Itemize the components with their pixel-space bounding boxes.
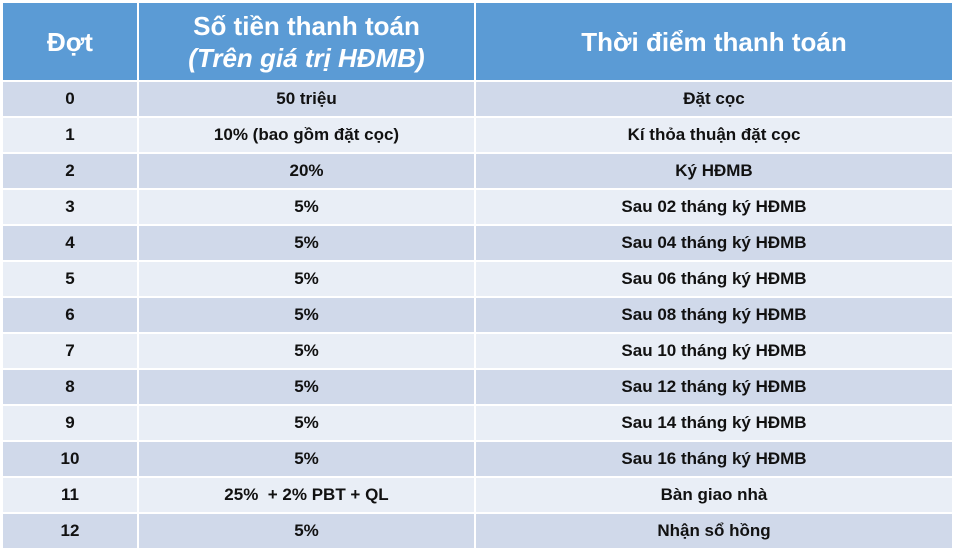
- table-cell: Sau 14 tháng ký HĐMB: [476, 406, 952, 440]
- table-row: 10 5% Sau 16 tháng ký HĐMB: [3, 442, 952, 476]
- table-cell: 11: [3, 478, 137, 512]
- table-cell: 5%: [139, 298, 474, 332]
- table-row: 11 25% + 2% PBT + QL Bàn giao nhà: [3, 478, 952, 512]
- table-cell: 0: [3, 82, 137, 116]
- table-cell: 5%: [139, 406, 474, 440]
- table-cell: Sau 10 tháng ký HĐMB: [476, 334, 952, 368]
- header-cell: Thời điểm thanh toán: [476, 3, 952, 80]
- table-cell: 12: [3, 514, 137, 548]
- header-cell: Đợt: [3, 3, 137, 80]
- table-row: 5 5% Sau 06 tháng ký HĐMB: [3, 262, 952, 296]
- table-row: 7 5% Sau 10 tháng ký HĐMB: [3, 334, 952, 368]
- table-cell: Sau 08 tháng ký HĐMB: [476, 298, 952, 332]
- table-cell: Bàn giao nhà: [476, 478, 952, 512]
- header-text: Đợt: [47, 26, 93, 57]
- table-cell: 10: [3, 442, 137, 476]
- table-cell: Kí thỏa thuận đặt cọc: [476, 118, 952, 152]
- header-text: Thời điểm thanh toán: [581, 26, 847, 57]
- table-row: 4 5% Sau 04 tháng ký HĐMB: [3, 226, 952, 260]
- table-cell: 5%: [139, 370, 474, 404]
- table-cell: Nhận sổ hồng: [476, 514, 952, 548]
- table-cell: 25% + 2% PBT + QL: [139, 478, 474, 512]
- table-cell: 10% (bao gồm đặt cọc): [139, 118, 474, 152]
- table-cell: Sau 02 tháng ký HĐMB: [476, 190, 952, 224]
- table-cell: 9: [3, 406, 137, 440]
- table-cell: 6: [3, 298, 137, 332]
- header-row: Đợt Số tiền thanh toán (Trên giá trị HĐMB…: [3, 3, 952, 80]
- table-row: 3 5% Sau 02 tháng ký HĐMB: [3, 190, 952, 224]
- table-cell: 5%: [139, 442, 474, 476]
- table-cell: Sau 12 tháng ký HĐMB: [476, 370, 952, 404]
- header-cell: Số tiền thanh toán (Trên giá trị HĐMB): [139, 3, 474, 80]
- table-cell: 50 triệu: [139, 82, 474, 116]
- table-cell: 2: [3, 154, 137, 188]
- table-row: 8 5% Sau 12 tháng ký HĐMB: [3, 370, 952, 404]
- table-row: 2 20% Ký HĐMB: [3, 154, 952, 188]
- table-cell: 5%: [139, 226, 474, 260]
- table-row: 0 50 triệu Đặt cọc: [3, 82, 952, 116]
- table-cell: 20%: [139, 154, 474, 188]
- table-cell: 3: [3, 190, 137, 224]
- header-text: Số tiền thanh toán: [193, 10, 420, 41]
- table-cell: Ký HĐMB: [476, 154, 952, 188]
- table-cell: Sau 04 tháng ký HĐMB: [476, 226, 952, 260]
- table-cell: 5%: [139, 262, 474, 296]
- table-cell: 5%: [139, 190, 474, 224]
- table-cell: 8: [3, 370, 137, 404]
- table-cell: 7: [3, 334, 137, 368]
- table-header: Đợt Số tiền thanh toán (Trên giá trị HĐMB…: [3, 3, 952, 80]
- header-note: (Trên giá trị HĐMB): [188, 42, 425, 73]
- table-cell: 5%: [139, 334, 474, 368]
- table-row: 1 10% (bao gồm đặt cọc) Kí thỏa thuận đặt …: [3, 118, 952, 152]
- table-body: 0 50 triệu Đặt cọc 1 10% (bao gồm đặt cọc) Kí…: [3, 82, 952, 548]
- table-cell: Sau 16 tháng ký HĐMB: [476, 442, 952, 476]
- table-cell: 4: [3, 226, 137, 260]
- table-row: 9 5% Sau 14 tháng ký HĐMB: [3, 406, 952, 440]
- table-cell: 5%: [139, 514, 474, 548]
- table-cell: Sau 06 tháng ký HĐMB: [476, 262, 952, 296]
- table-row: 12 5% Nhận sổ hồng: [3, 514, 952, 548]
- table-cell: 5: [3, 262, 137, 296]
- table-cell: 1: [3, 118, 137, 152]
- table-cell: Đặt cọc: [476, 82, 952, 116]
- table-row: 6 5% Sau 08 tháng ký HĐMB: [3, 298, 952, 332]
